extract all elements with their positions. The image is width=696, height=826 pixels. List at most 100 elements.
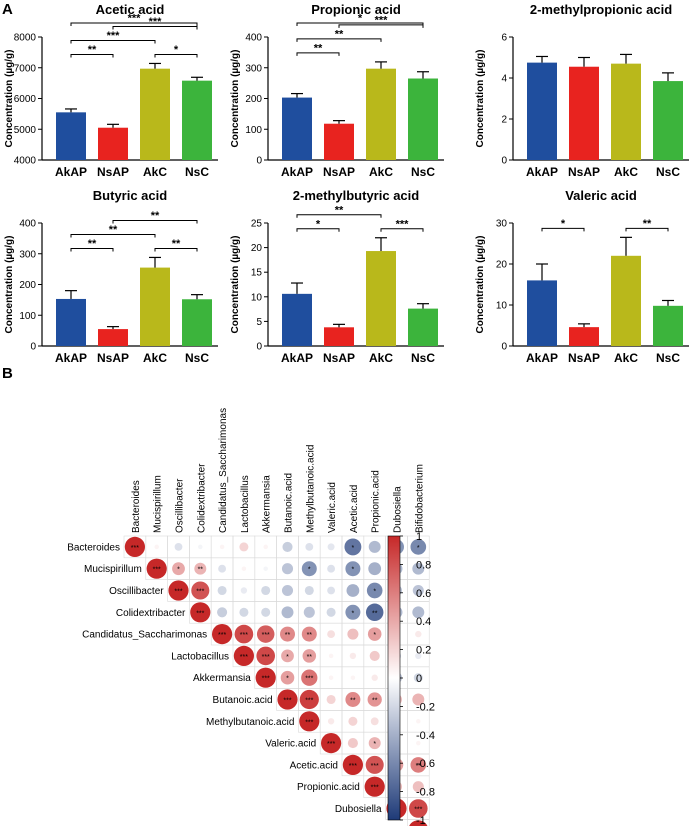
y-tick-label: 25 — [251, 219, 263, 230]
correlation-circle — [261, 585, 271, 596]
correlation-circle — [412, 584, 424, 597]
correlation-circle — [217, 585, 227, 596]
correlation-circle — [346, 584, 360, 597]
correlation-circle — [299, 689, 319, 710]
bar-NsC — [182, 80, 212, 160]
bar-NsC — [408, 308, 438, 346]
correlation-circle — [234, 624, 254, 644]
y-tick-label: 4 — [501, 74, 507, 85]
significance-stars: * — [373, 741, 376, 748]
significance-stars: *** — [196, 610, 204, 617]
y-tick-label: 5000 — [14, 125, 37, 136]
x-tick-label: AkAP — [55, 351, 87, 365]
bar-AkAP — [527, 62, 557, 160]
x-tick-label: AkC — [614, 351, 638, 365]
bar-NsC — [408, 78, 438, 160]
correlation-circle — [350, 675, 356, 680]
correlation-circle — [344, 538, 362, 556]
correlation-circle — [124, 536, 145, 558]
correlation-circle — [299, 711, 320, 732]
correlation-circle — [327, 630, 336, 639]
significance-stars: *** — [174, 589, 182, 596]
bar-AkC — [366, 68, 396, 160]
x-tick-label: NsAP — [323, 351, 355, 365]
significance-label: * — [316, 218, 321, 230]
column-label: Butanoic.acid — [284, 473, 295, 533]
significance-bracket — [296, 22, 424, 26]
y-tick-label: 400 — [245, 33, 262, 44]
y-tick-label: 4000 — [14, 156, 37, 167]
significance-bracket — [154, 247, 198, 252]
y-tick-label: 200 — [245, 94, 262, 105]
correlation-circle — [194, 562, 207, 575]
bar-NsAP — [324, 123, 354, 160]
significance-bracket — [70, 39, 156, 44]
correlation-circle — [263, 566, 268, 571]
correlation-circle — [349, 652, 357, 660]
y-tick-label: 100 — [19, 311, 36, 322]
significance-label: ** — [335, 28, 344, 40]
correlation-circle — [367, 692, 382, 707]
significance-stars: *** — [240, 654, 248, 661]
bar-AkAP — [56, 112, 86, 160]
correlation-circle — [367, 627, 382, 641]
x-tick-label: AkAP — [526, 351, 558, 365]
x-tick-label: AkC — [369, 351, 393, 365]
correlation-circle — [412, 781, 424, 793]
significance-label: ** — [335, 204, 344, 216]
significance-bracket — [296, 214, 382, 218]
correlation-circle — [413, 673, 423, 683]
colorbar-tick-label: -0.4 — [416, 730, 435, 742]
x-tick-label: AkC — [369, 165, 393, 179]
y-axis-label: Concentration (µg/g) — [475, 236, 486, 334]
significance-stars: *** — [305, 676, 313, 683]
correlation-circle — [174, 542, 183, 551]
bar-AkAP — [282, 293, 312, 346]
correlation-circle — [212, 624, 233, 645]
significance-stars: *** — [327, 741, 335, 748]
bar-NsC — [182, 299, 212, 346]
correlation-circle — [408, 799, 428, 818]
correlation-circle — [281, 606, 294, 619]
significance-bracket — [70, 247, 114, 252]
y-tick-label: 6000 — [14, 94, 37, 105]
significance-bracket — [154, 53, 198, 58]
significance-bracket — [296, 38, 382, 42]
x-tick-label: NsAP — [323, 165, 355, 179]
correlation-circle — [365, 755, 384, 774]
significance-stars: * — [373, 589, 376, 596]
y-axis-label: Concentration (µg/g) — [4, 236, 15, 334]
significance-bracket — [296, 228, 340, 232]
significance-stars: ** — [416, 763, 422, 770]
y-tick-label: 100 — [245, 125, 262, 136]
x-tick-label: AkAP — [55, 165, 87, 179]
x-tick-label: AkAP — [526, 165, 558, 179]
significance-bracket — [112, 219, 198, 224]
correlation-circle — [328, 653, 334, 659]
correlation-circle — [304, 585, 314, 596]
significance-stars: *** — [196, 589, 204, 596]
correlation-circle — [255, 667, 276, 688]
column-label: Methylbutanoic.acid — [305, 445, 316, 533]
correlation-circle — [342, 754, 363, 776]
correlation-circle — [410, 539, 427, 555]
significance-stars: *** — [131, 545, 139, 552]
y-tick-label: 10 — [496, 301, 508, 312]
row-label: Candidatus_Saccharimonas — [82, 630, 207, 641]
row-label: Oscillibacter — [109, 586, 164, 597]
significance-stars: ** — [350, 698, 356, 705]
significance-bracket — [70, 22, 198, 26]
bar-chart-6: Valeric acid Concentration (µg/g) 0 10 20 30 A… — [475, 188, 689, 365]
bar-AkC — [140, 68, 170, 160]
correlation-circle — [328, 675, 334, 680]
bar-NsAP — [324, 327, 354, 346]
colorbar-tick-label: 0 — [416, 673, 422, 685]
correlation-circle — [415, 630, 422, 638]
significance-stars: ** — [307, 632, 313, 639]
chart-title: Valeric acid — [565, 188, 637, 203]
x-tick-label: NsAP — [568, 351, 600, 365]
panel-label-a: A — [2, 1, 13, 18]
correlation-circle — [261, 607, 271, 617]
y-axis-label: Concentration (µg/g) — [475, 50, 486, 148]
correlation-circle — [345, 692, 361, 707]
